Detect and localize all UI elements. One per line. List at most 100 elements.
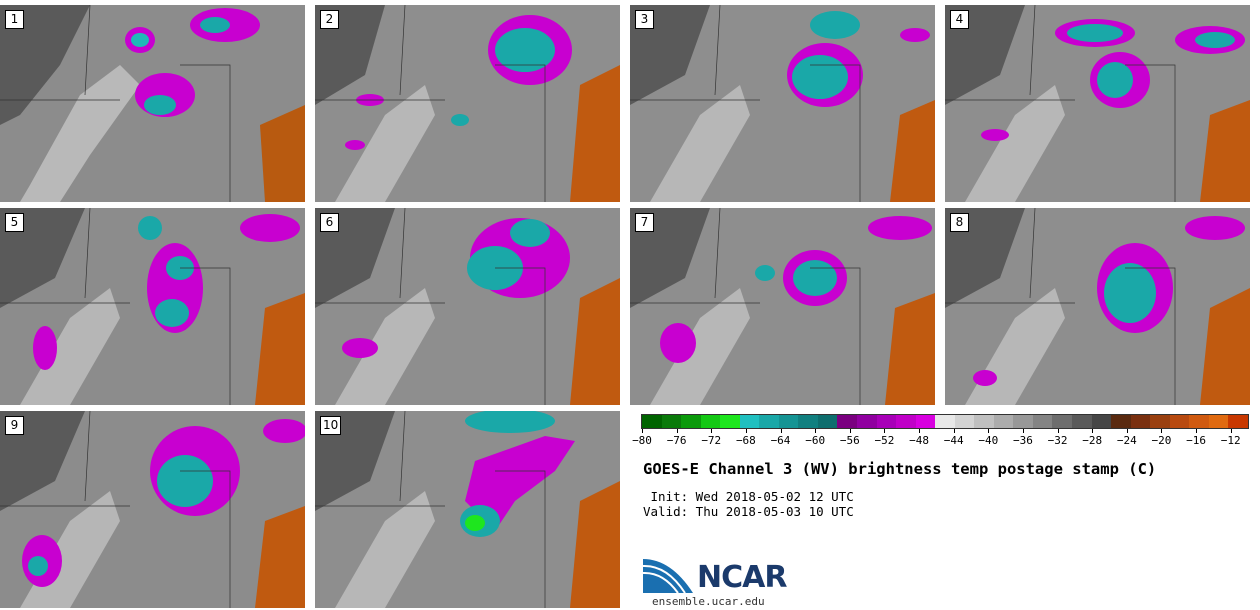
colorbar-tick	[884, 429, 886, 433]
colorbar-tick-label: −32	[1047, 434, 1068, 447]
wv-map-6	[315, 208, 620, 405]
colorbar-tick-label: −56	[839, 434, 860, 447]
stamp-panel-1: 1	[0, 5, 305, 202]
panel-number-4: 4	[950, 10, 969, 29]
panel-number-2: 2	[320, 10, 339, 29]
panel-number-1: 1	[5, 10, 24, 29]
colorbar-cell	[935, 415, 955, 428]
wv-map-1	[0, 5, 305, 202]
colorbar-cell	[798, 415, 818, 428]
colorbar-tick	[953, 429, 955, 433]
panel-number-8: 8	[950, 213, 969, 232]
stamp-panel-2: 2	[315, 5, 620, 202]
wv-map-5	[0, 208, 305, 405]
colorbar-tick	[1057, 429, 1059, 433]
wv-map-10	[315, 411, 620, 608]
colorbar-cell	[700, 415, 721, 428]
colorbar-tick-label: −36	[1012, 434, 1033, 447]
colorbar-tick	[919, 429, 921, 433]
stamp-panel-7: 7	[630, 208, 935, 405]
colorbar-tick	[1022, 429, 1024, 433]
colorbar-tick	[711, 429, 713, 433]
figure-title: GOES-E Channel 3 (WV) brightness temp po…	[643, 460, 1157, 478]
colorbar-tick-label: −48	[909, 434, 929, 447]
colorbar-cell	[1169, 415, 1190, 428]
colorbar-tick	[642, 429, 643, 433]
colorbar-cell	[1150, 415, 1170, 428]
panel-number-7: 7	[635, 213, 654, 232]
colorbar-tick	[1196, 429, 1198, 433]
colorbar-tick-label: −24	[1116, 434, 1137, 447]
panel-number-3: 3	[635, 10, 654, 29]
colorbar-cell	[954, 415, 975, 428]
colorbar-tick-label: −28	[1082, 434, 1103, 447]
colorbar-tick-label: −20	[1151, 434, 1172, 447]
colorbar-tick-label: −40	[978, 434, 999, 447]
wv-map-4	[945, 5, 1250, 202]
colorbar-tick	[988, 429, 990, 433]
colorbar-tick-label: −64	[770, 434, 791, 447]
colorbar-cell	[896, 415, 916, 428]
colorbar-tick	[780, 429, 782, 433]
colorbar-cell	[1013, 415, 1033, 428]
stamp-panel-6: 6	[315, 208, 620, 405]
panel-number-5: 5	[5, 213, 24, 232]
colorbar-tick-label: −68	[735, 434, 756, 447]
colorbar-tick	[745, 429, 747, 433]
colorbar-tick-label: −44	[943, 434, 964, 447]
colorbar-cell	[1091, 415, 1112, 428]
panel-number-9: 9	[5, 416, 24, 435]
stamp-panel-8: 8	[945, 208, 1250, 405]
ncar-logo	[642, 559, 693, 594]
colorbar-tick	[1161, 429, 1163, 433]
colorbar-tick-label: −12	[1220, 434, 1241, 447]
colorbar-tick	[1126, 429, 1128, 433]
panel-number-10: 10	[320, 416, 342, 435]
colorbar-cell	[876, 415, 897, 428]
colorbar-cell	[817, 415, 838, 428]
colorbar-cell	[681, 415, 701, 428]
colorbar-cell	[1032, 415, 1053, 428]
wv-map-9	[0, 411, 305, 608]
colorbar-cell	[1072, 415, 1092, 428]
colorbar-tick	[849, 429, 851, 433]
colorbar-cell	[759, 415, 779, 428]
colorbar-cell	[778, 415, 799, 428]
colorbar-cell	[1228, 415, 1248, 428]
colorbar	[641, 414, 1249, 429]
colorbar-cell	[915, 415, 936, 428]
wv-map-8	[945, 208, 1250, 405]
colorbar-cell	[837, 415, 858, 428]
colorbar-tick	[1230, 429, 1232, 433]
valid-time: Valid: Thu 2018-05-03 10 UTC	[643, 504, 854, 519]
colorbar-cell	[720, 415, 740, 428]
colorbar-cell	[642, 415, 662, 428]
colorbar-tick	[1092, 429, 1094, 433]
site-url: ensemble.ucar.edu	[652, 595, 765, 608]
colorbar-cell	[974, 415, 994, 428]
colorbar-tick-label: −76	[666, 434, 687, 447]
init-time: Init: Wed 2018-05-02 12 UTC	[643, 489, 854, 504]
colorbar-cell	[993, 415, 1014, 428]
colorbar-cell	[1111, 415, 1131, 428]
stamp-panel-10: 10	[315, 411, 620, 608]
wv-map-3	[630, 5, 935, 202]
panel-number-6: 6	[320, 213, 339, 232]
colorbar-cell	[1052, 415, 1073, 428]
colorbar-tick-label: −52	[874, 434, 895, 447]
wv-map-2	[315, 5, 620, 202]
colorbar-tick	[815, 429, 817, 433]
stamp-panel-5: 5	[0, 208, 305, 405]
colorbar-ticks: −80 −76 −72 −68 −64 −60 −56 −52 −48 −44 −40 −36 −32 −…	[632, 429, 1248, 449]
colorbar-tick-label: −72	[701, 434, 722, 447]
stamp-panel-3: 3	[630, 5, 935, 202]
colorbar-cell	[661, 415, 682, 428]
stamp-panel-9: 9	[0, 411, 305, 608]
stamp-panel-4: 4	[945, 5, 1250, 202]
colorbar-cell	[1208, 415, 1229, 428]
ncar-logo-text: NCAR	[697, 560, 787, 595]
colorbar-tick	[676, 429, 678, 433]
colorbar-cell	[857, 415, 877, 428]
colorbar-tick-label: −60	[805, 434, 826, 447]
colorbar-cell	[1189, 415, 1209, 428]
